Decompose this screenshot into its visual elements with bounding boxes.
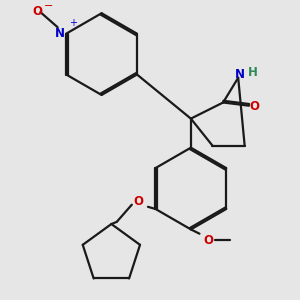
- Text: −: −: [44, 1, 54, 11]
- Text: O: O: [203, 234, 213, 247]
- Text: O: O: [249, 100, 259, 113]
- Text: O: O: [133, 195, 143, 208]
- Text: O: O: [32, 4, 42, 18]
- Text: N: N: [55, 27, 65, 40]
- Text: +: +: [69, 18, 77, 28]
- Text: N: N: [235, 68, 245, 81]
- Text: H: H: [248, 66, 258, 79]
